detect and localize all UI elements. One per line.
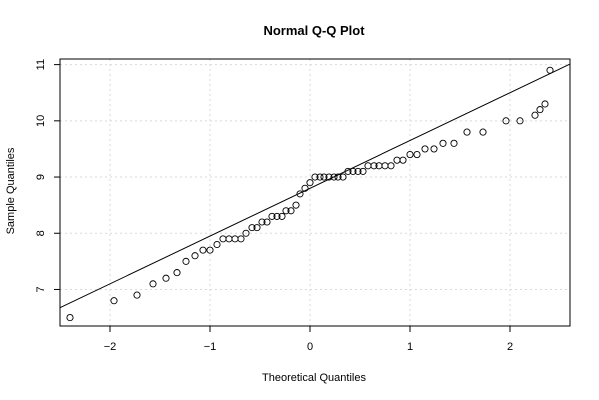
x-axis: −2 −1 0 1 2 [104, 326, 513, 353]
data-point [248, 224, 256, 232]
y-tick-label: 10 [35, 115, 47, 127]
y-axis: 7 8 9 10 11 [35, 59, 60, 293]
data-point [273, 212, 281, 220]
data-point [191, 252, 199, 260]
data-point [110, 297, 118, 305]
data-point [282, 207, 290, 215]
data-point [439, 139, 447, 147]
data-point [182, 257, 190, 265]
data-point [325, 173, 333, 181]
data-point [206, 246, 214, 254]
data-point [359, 167, 367, 175]
chart-title: Normal Q-Q Plot [263, 23, 365, 38]
data-point [237, 235, 245, 243]
y-tick-label: 11 [35, 59, 47, 70]
data-point [213, 240, 221, 249]
data-point [219, 235, 227, 243]
data-point [278, 212, 286, 220]
data-point [516, 117, 524, 125]
data-point [399, 156, 407, 164]
data-point [364, 162, 372, 170]
data-point [253, 224, 261, 232]
data-point [311, 173, 319, 181]
data-point [199, 246, 207, 254]
data-point [546, 66, 554, 74]
reference-line [59, 63, 571, 309]
data-point [268, 212, 276, 220]
data-point [502, 117, 510, 125]
data-point [173, 269, 181, 277]
data-point [292, 201, 300, 209]
data-point [320, 173, 328, 181]
data-point [242, 229, 250, 237]
data-point [316, 173, 324, 181]
grid [60, 59, 570, 326]
y-tick-label: 8 [35, 230, 47, 236]
y-axis-label: Sample Quantiles [5, 147, 17, 234]
data-point [406, 151, 414, 159]
x-tick-label: 2 [507, 341, 513, 353]
data-point [531, 111, 539, 119]
data-point [430, 145, 438, 153]
data-point [301, 184, 309, 192]
y-tick-label: 7 [35, 286, 47, 292]
data-point [387, 162, 395, 170]
data-point [354, 167, 362, 175]
x-tick-label: −1 [204, 341, 217, 353]
data-point [334, 173, 342, 181]
data-point [344, 167, 352, 175]
data-point [370, 162, 378, 170]
data-point [381, 162, 389, 170]
data-point [339, 173, 347, 181]
x-tick-label: 0 [307, 341, 313, 353]
data-point [393, 156, 401, 164]
x-tick-label: 1 [407, 341, 413, 353]
data-point [541, 100, 549, 108]
data-point [258, 218, 266, 226]
x-axis-label: Theoretical Quantiles [262, 372, 366, 384]
data-point [162, 274, 170, 282]
x-tick-label: −2 [104, 341, 117, 353]
data-point [66, 314, 74, 322]
data-point [263, 218, 271, 226]
data-point [536, 106, 544, 114]
data-point [479, 128, 487, 136]
data-point [413, 151, 421, 159]
data-point [450, 139, 458, 147]
data-point [149, 280, 157, 288]
data-point [133, 291, 141, 299]
plot-frame [59, 58, 571, 327]
data-point [349, 167, 357, 175]
data-point [296, 190, 304, 198]
data-points [66, 66, 554, 322]
data-point [421, 145, 429, 153]
y-tick-label: 9 [35, 174, 47, 180]
data-point [330, 173, 338, 181]
data-point [306, 179, 314, 187]
data-point [225, 235, 233, 243]
data-point [463, 128, 471, 136]
data-point [287, 207, 295, 215]
data-point [231, 235, 239, 243]
